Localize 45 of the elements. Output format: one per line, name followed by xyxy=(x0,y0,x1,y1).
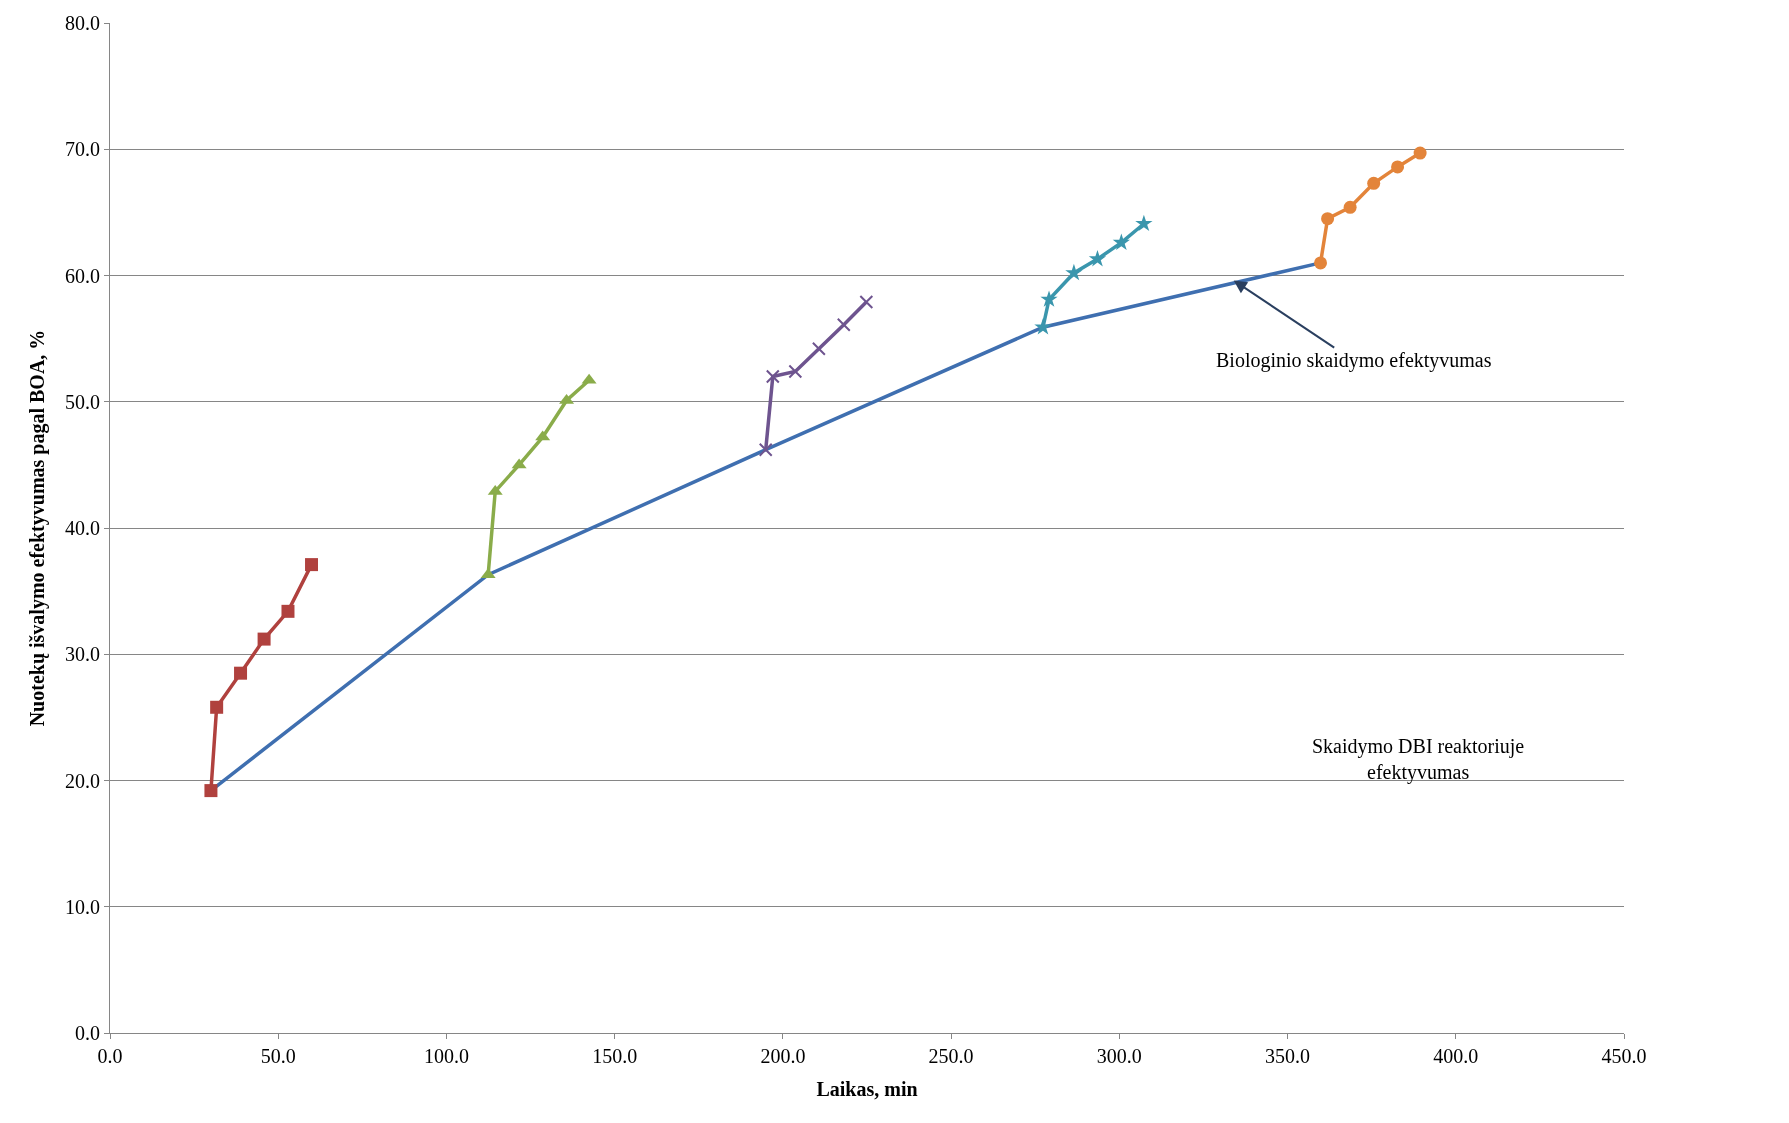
point xyxy=(281,604,295,618)
point xyxy=(1135,214,1153,232)
point xyxy=(234,666,248,680)
point xyxy=(1321,212,1335,226)
x-tick-label: 400.0 xyxy=(1433,1045,1479,1067)
y-tick-label: 70.0 xyxy=(65,138,100,161)
point xyxy=(1112,233,1130,251)
point xyxy=(859,295,874,310)
point xyxy=(788,364,803,379)
x-tick-label: 300.0 xyxy=(1096,1045,1142,1067)
point xyxy=(1367,176,1381,190)
x-tick-label: 350.0 xyxy=(1265,1045,1311,1067)
point xyxy=(210,700,224,714)
x-tick-label: 0.0 xyxy=(97,1045,123,1067)
x-axis-title: Laikas, min xyxy=(816,1077,918,1100)
annotation: Biologinio skaidymo efektyvumas xyxy=(1216,349,1492,372)
y-tick-label: 0.0 xyxy=(75,1022,100,1044)
x-tick-label: 100.0 xyxy=(423,1045,469,1067)
point xyxy=(305,558,319,572)
x-tick-label: 50.0 xyxy=(260,1045,296,1067)
annotation: Skaidymo DBI reaktoriuje efektyvumas xyxy=(1312,735,1525,784)
point xyxy=(758,442,773,457)
point xyxy=(1314,256,1328,270)
y-tick-label: 40.0 xyxy=(65,517,100,539)
point xyxy=(257,632,271,646)
y-tick-label: 20.0 xyxy=(65,769,100,792)
x-tick-label: 450.0 xyxy=(1601,1045,1647,1067)
point xyxy=(1065,263,1083,281)
y-tick-label: 60.0 xyxy=(65,264,100,287)
point xyxy=(1343,200,1357,214)
point xyxy=(765,369,780,384)
point xyxy=(1088,249,1107,267)
point xyxy=(204,784,218,798)
y-tick-label: 30.0 xyxy=(65,643,100,666)
point xyxy=(1040,290,1058,307)
x-tick-label: 150.0 xyxy=(592,1045,638,1067)
y-tick-label: 80.0 xyxy=(65,12,100,34)
y-tick-label: 50.0 xyxy=(65,390,100,413)
y-axis-title: Nuotekų išvalymo efektyvumas pagal BOA, % xyxy=(25,329,49,727)
y-tick-label: 10.0 xyxy=(65,895,100,918)
point xyxy=(1034,318,1052,335)
point xyxy=(1413,146,1427,160)
point xyxy=(1391,160,1405,174)
x-tick-label: 200.0 xyxy=(760,1045,806,1067)
x-tick-label: 250.0 xyxy=(928,1045,974,1067)
